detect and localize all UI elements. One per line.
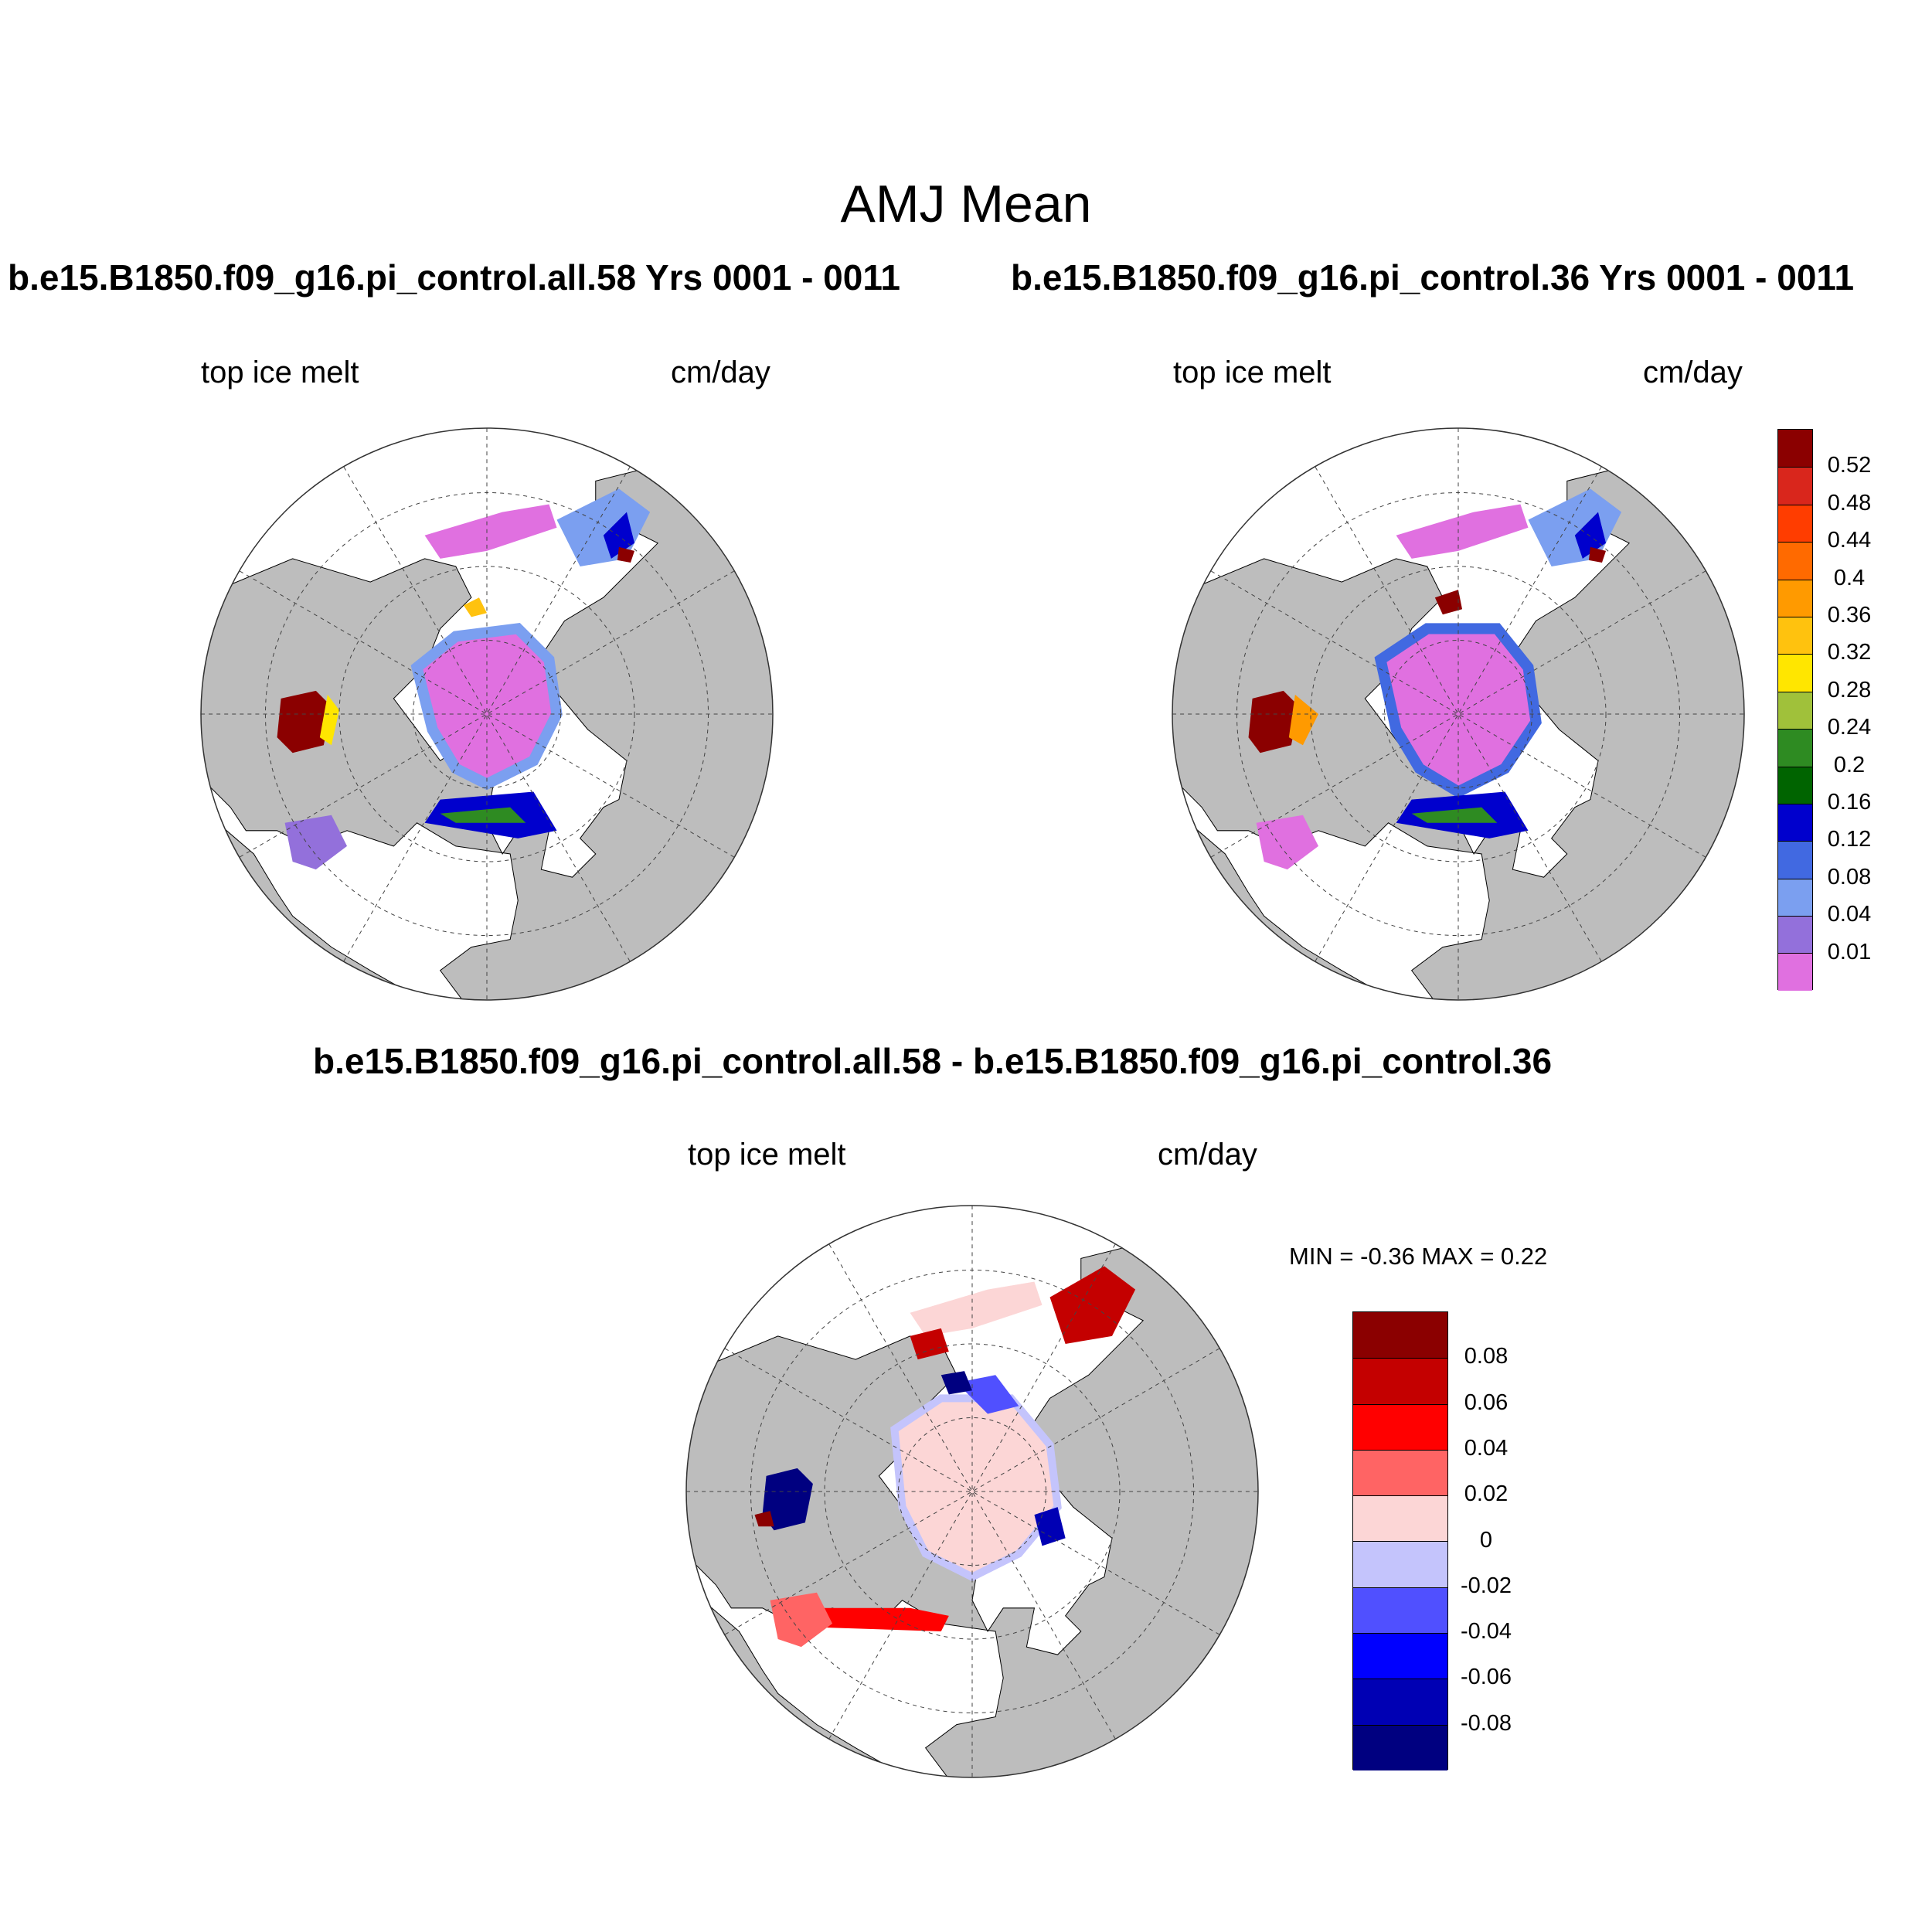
colorbar-tick-label: 0.2 xyxy=(1833,752,1866,777)
colorbar-swatch xyxy=(1778,691,1812,730)
colorbar-tick-label: -0.06 xyxy=(1460,1665,1512,1690)
panel-title-2: b.e15.B1850.f09_g16.pi_control.36 Yrs 00… xyxy=(1011,257,1855,298)
colorbar-swatch xyxy=(1778,841,1812,879)
colorbar-top xyxy=(1777,429,1813,991)
colorbar-tick-label: 0.24 xyxy=(1827,715,1872,740)
colorbar-swatch xyxy=(1353,1587,1447,1634)
colorbar-tick-label: -0.02 xyxy=(1460,1573,1512,1598)
main-title: AMJ Mean xyxy=(840,175,1092,233)
colorbar-tick-label: 0.06 xyxy=(1464,1389,1509,1415)
panel-title-1: b.e15.B1850.f09_g16.pi_control.all.58 Yr… xyxy=(8,257,900,298)
polar-map-panel-2 xyxy=(1172,427,1745,1001)
panel-2-units-label: cm/day xyxy=(1643,355,1743,389)
colorbar-tick-label: 0.12 xyxy=(1827,827,1872,852)
colorbar-tick-label: 0.32 xyxy=(1827,640,1872,665)
polar-map-difference xyxy=(685,1205,1259,1778)
panel-1-units-label: cm/day xyxy=(671,355,770,389)
colorbar-tick-label: -0.04 xyxy=(1460,1619,1512,1645)
diff-okhotsk xyxy=(1049,1266,1136,1344)
colorbar-tick-label: 0.04 xyxy=(1464,1435,1509,1461)
min-max-stats: MIN = -0.36 MAX = 0.22 xyxy=(1289,1243,1548,1270)
colorbar-tick-label: -0.08 xyxy=(1460,1710,1512,1736)
colorbar-tick-label: 0.52 xyxy=(1827,453,1872,478)
colorbar-swatch xyxy=(1778,654,1812,692)
diff-baltic xyxy=(770,1592,833,1648)
colorbar-swatch xyxy=(1353,1403,1447,1450)
sea-ice-hudson-bay xyxy=(1248,690,1299,753)
diff-bering xyxy=(910,1281,1043,1336)
colorbar-swatch xyxy=(1778,504,1812,543)
graticule xyxy=(201,428,773,1000)
sea-ice-baltic xyxy=(284,815,348,870)
panel-1-variable-label: top ice melt xyxy=(201,355,359,389)
colorbar-tick-label: 0 xyxy=(1479,1527,1493,1553)
colorbar-tick-label: 0.48 xyxy=(1827,490,1872,515)
colorbar-swatch xyxy=(1353,1724,1447,1770)
sea-ice-hudson-bay xyxy=(277,690,332,753)
colorbar-swatch xyxy=(1353,1449,1447,1496)
graticule xyxy=(686,1206,1258,1777)
colorbar-tick-label: 0.36 xyxy=(1827,603,1872,628)
colorbar-tick-label: 0.16 xyxy=(1827,790,1872,815)
sea-ice-baltic xyxy=(1256,815,1319,870)
colorbar-swatch xyxy=(1778,430,1812,468)
colorbar-swatch xyxy=(1353,1679,1447,1725)
colorbar-tick-label: 0.08 xyxy=(1464,1344,1509,1369)
colorbar-tick-label: 0.02 xyxy=(1464,1481,1509,1507)
colorbar-swatch xyxy=(1353,1312,1447,1359)
colorbar-swatch xyxy=(1353,1541,1447,1587)
colorbar-difference xyxy=(1352,1311,1448,1770)
graticule xyxy=(1172,428,1744,1000)
colorbar-swatch xyxy=(1778,803,1812,842)
colorbar-swatch xyxy=(1778,616,1812,655)
diff-hudson-bay xyxy=(762,1468,813,1531)
colorbar-swatch xyxy=(1778,916,1812,954)
colorbar-tick-label: 0.28 xyxy=(1827,677,1872,702)
colorbar-tick-label: 0.44 xyxy=(1827,528,1872,553)
colorbar-swatch xyxy=(1353,1495,1447,1542)
panel-3-variable-label: top ice melt xyxy=(688,1138,846,1172)
polar-map-panel-1 xyxy=(200,427,774,1001)
panel-3-units-label: cm/day xyxy=(1158,1138,1257,1172)
panel-title-3: b.e15.B1850.f09_g16.pi_control.all.58 - … xyxy=(313,1041,1553,1081)
diff-barents-band xyxy=(816,1607,949,1631)
colorbar-swatch xyxy=(1778,766,1812,804)
sea-ice-bering xyxy=(424,504,557,559)
colorbar-swatch xyxy=(1778,878,1812,917)
colorbar-tick-label: 0.4 xyxy=(1833,565,1866,590)
colorbar-tick-label: 0.01 xyxy=(1827,939,1872,964)
colorbar-swatch xyxy=(1778,579,1812,617)
colorbar-tick-label: 0.04 xyxy=(1827,902,1872,927)
colorbar-swatch xyxy=(1353,1358,1447,1404)
colorbar-swatch xyxy=(1778,467,1812,505)
panel-2-variable-label: top ice melt xyxy=(1173,355,1332,389)
sea-ice-bering xyxy=(1396,504,1529,559)
colorbar-tick-label: 0.08 xyxy=(1827,864,1872,889)
colorbar-swatch xyxy=(1778,542,1812,580)
colorbar-swatch xyxy=(1353,1633,1447,1679)
colorbar-swatch xyxy=(1778,953,1812,991)
colorbar-swatch xyxy=(1778,729,1812,767)
